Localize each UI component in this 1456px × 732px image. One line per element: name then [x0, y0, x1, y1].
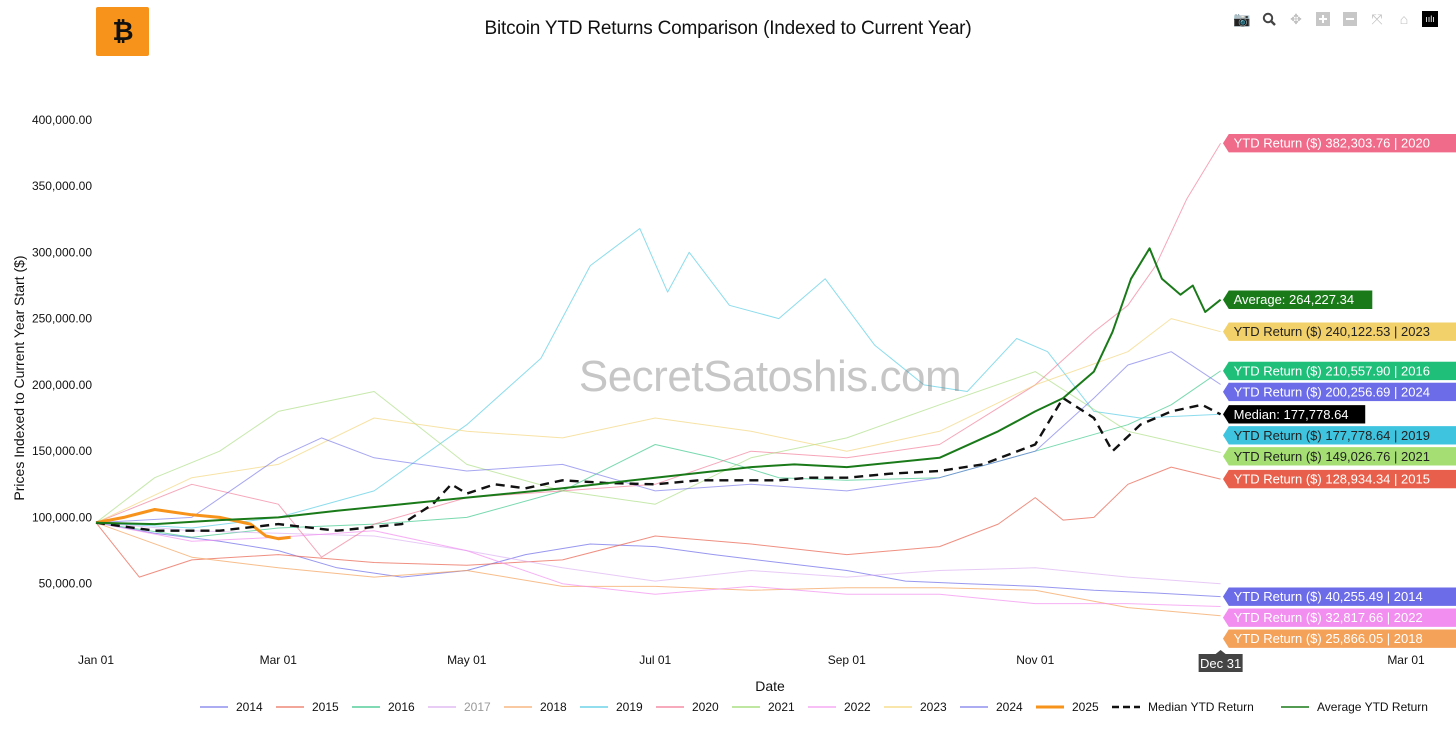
legend-item-2016: 2016	[388, 700, 415, 714]
x-tick-label: Jul 01	[639, 653, 671, 667]
x-tick-label: May 01	[447, 653, 487, 667]
legend-item-2025: 2025	[1072, 700, 1099, 714]
legend-item-2021: 2021	[768, 700, 795, 714]
legend-item-2023: 2023	[920, 700, 947, 714]
hover-label-box	[1222, 404, 1366, 425]
hover-label-box	[1222, 469, 1456, 489]
hover-label-text: Median: 177,778.64	[1234, 407, 1349, 422]
y-tick-label: 100,000.00	[32, 510, 92, 524]
hover-label-text: Average: 264,227.34	[1234, 292, 1354, 307]
svg-text:₿: ₿	[112, 16, 133, 46]
series-line-2023	[95, 318, 1221, 524]
hover-label-box	[1222, 607, 1456, 628]
x-tick-label: Jan 01	[78, 653, 114, 667]
hover-label-text: YTD Return ($) 149,026.76 | 2021	[1234, 449, 1430, 464]
x-tick-label: Mar 01	[1387, 653, 1425, 667]
legend-item-2017: 2017	[464, 700, 491, 714]
x-tick-label: Nov 01	[1016, 653, 1054, 667]
hover-x-label: Dec 31	[1200, 656, 1241, 671]
chart-title: Bitcoin YTD Returns Comparison (Indexed …	[484, 18, 972, 39]
legend-item-2015: 2015	[312, 700, 339, 714]
y-tick-label: 400,000.00	[32, 113, 92, 127]
hover-label-box	[1222, 446, 1456, 467]
series-line-2018	[95, 522, 1221, 617]
y-axis-title: Prices Indexed to Current Year Start ($)	[11, 255, 27, 500]
x-tick-label: Sep 01	[828, 653, 866, 667]
hover-label-box	[1222, 586, 1456, 607]
hover-label-box	[1222, 382, 1456, 402]
bitcoin-logo-icon: ₿	[96, 7, 149, 56]
legend-item-2019: 2019	[616, 700, 643, 714]
hover-label-text: YTD Return ($) 177,778.64 | 2019	[1234, 428, 1430, 443]
hover-label-box	[1222, 289, 1373, 310]
y-tick-label: 350,000.00	[32, 179, 92, 193]
hover-label-text: YTD Return ($) 200,256.69 | 2024	[1234, 384, 1430, 399]
y-tick-label: 150,000.00	[32, 444, 92, 458]
hover-label-text: YTD Return ($) 382,303.76 | 2020	[1234, 136, 1430, 151]
reset-axes-icon[interactable]: ⌂	[1399, 11, 1409, 27]
hover-label-text: YTD Return ($) 210,557.90 | 2016	[1234, 363, 1430, 378]
x-axis-title: Date	[755, 678, 785, 694]
plotly-logo-icon[interactable]: ıılı	[1422, 11, 1438, 27]
autoscale-icon[interactable]: ⤧	[1371, 10, 1383, 27]
legend-item-average-ytd-return: Average YTD Return	[1317, 700, 1428, 714]
hover-label-box	[1222, 361, 1456, 381]
hover-label-text: YTD Return ($) 40,255.49 | 2014	[1234, 589, 1423, 604]
legend-item-2018: 2018	[540, 700, 567, 714]
series-line-2025	[95, 508, 291, 541]
series-line-2021	[95, 371, 1221, 524]
series-line-2017	[95, 522, 1221, 585]
series-line-2015	[95, 466, 1221, 578]
hover-label-text: YTD Return ($) 32,817.66 | 2022	[1234, 610, 1423, 625]
y-tick-label: 250,000.00	[32, 312, 92, 326]
series-line-2014	[95, 522, 1221, 598]
zoom-in-icon[interactable]	[1314, 10, 1332, 28]
hover-label-text: YTD Return ($) 240,122.53 | 2023	[1234, 324, 1430, 339]
y-tick-label: 50,000.00	[39, 577, 93, 591]
pan-icon[interactable]: ✥	[1290, 10, 1302, 27]
hover-label-box	[1222, 321, 1456, 342]
series-line-2016	[95, 370, 1221, 538]
hover-label-box	[1222, 425, 1456, 446]
hover-label-box	[1222, 133, 1456, 154]
legend-item-2022: 2022	[844, 700, 871, 714]
series-line-2024	[95, 351, 1221, 524]
series-line-2020	[95, 142, 1222, 558]
y-tick-label: 300,000.00	[32, 245, 92, 259]
series-line-average-ytd-return	[95, 247, 1222, 526]
camera-icon[interactable]: 📷	[1233, 10, 1251, 27]
plot-modebar: 📷 ✥ ⤧ ⌂ ıılı	[1233, 10, 1438, 28]
legend-item-2014: 2014	[236, 700, 263, 714]
hover-label-box	[1222, 628, 1456, 649]
bitcoin-symbol-icon: ₿	[112, 16, 133, 46]
zoom-icon[interactable]	[1260, 10, 1278, 28]
legend-item-2020: 2020	[692, 700, 719, 714]
zoom-out-icon[interactable]	[1341, 10, 1359, 28]
x-tick-label: Mar 01	[260, 653, 298, 667]
hover-label-text: YTD Return ($) 128,934.34 | 2015	[1234, 472, 1430, 487]
hover-x-label-box	[1198, 650, 1243, 672]
legend-item-median-ytd-return: Median YTD Return	[1148, 700, 1254, 714]
legend-item-2024: 2024	[996, 700, 1023, 714]
series-line-2019	[95, 228, 1221, 529]
y-tick-label: 200,000.00	[32, 378, 92, 392]
series-line-median-ytd-return	[95, 396, 1222, 532]
hover-label-text: YTD Return ($) 25,866.05 | 2018	[1234, 631, 1423, 646]
